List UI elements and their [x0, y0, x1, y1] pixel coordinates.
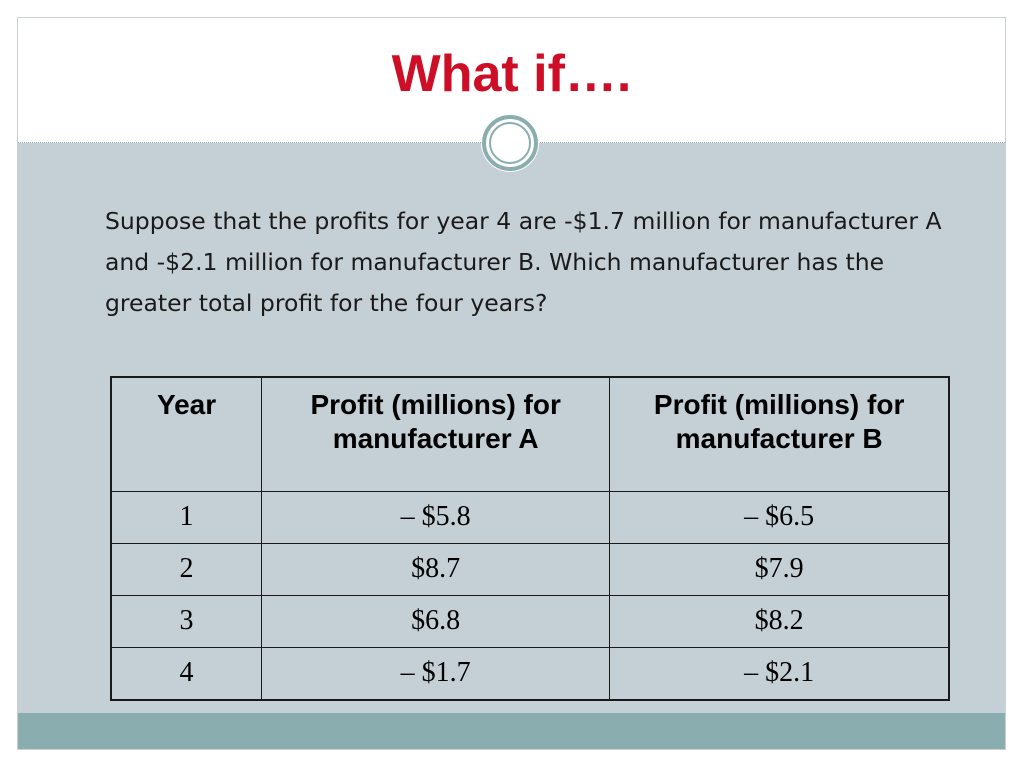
header-year: Year — [110, 376, 263, 492]
question-text: Suppose that the profits for year 4 are … — [105, 207, 942, 317]
table-row: 1 – $5.8 – $6.5 — [110, 490, 950, 544]
table-header-row: Year Profit (millions) for manufacturer … — [110, 376, 950, 492]
cell-profit-a: $6.8 — [261, 594, 611, 648]
cell-year: 3 — [110, 594, 263, 648]
header-manufacturer-a: Profit (millions) for manufacturer A — [261, 376, 611, 492]
cell-profit-b: – $6.5 — [609, 490, 950, 544]
slide: What if…. Suppose that the profits for y… — [17, 17, 1006, 750]
table-row: 3 $6.8 $8.2 — [110, 594, 950, 648]
table-row: 2 $8.7 $7.9 — [110, 542, 950, 596]
cell-year: 2 — [110, 542, 263, 596]
footer-bar — [18, 713, 1005, 749]
header-manufacturer-b: Profit (millions) for manufacturer B — [609, 376, 950, 492]
cell-profit-a: – $5.8 — [261, 490, 611, 544]
cell-year: 1 — [110, 490, 263, 544]
cell-profit-b: – $2.1 — [609, 646, 950, 700]
cell-year: 4 — [110, 646, 263, 700]
slide-title: What if…. — [391, 45, 632, 103]
cell-profit-a: – $1.7 — [261, 646, 611, 700]
profit-table: Year Profit (millions) for manufacturer … — [110, 376, 950, 701]
cell-profit-b: $8.2 — [609, 594, 950, 648]
cell-profit-b: $7.9 — [609, 542, 950, 596]
circle-ornament-icon — [481, 114, 539, 172]
cell-profit-a: $8.7 — [261, 542, 611, 596]
table-row: 4 – $1.7 – $2.1 — [110, 646, 950, 700]
